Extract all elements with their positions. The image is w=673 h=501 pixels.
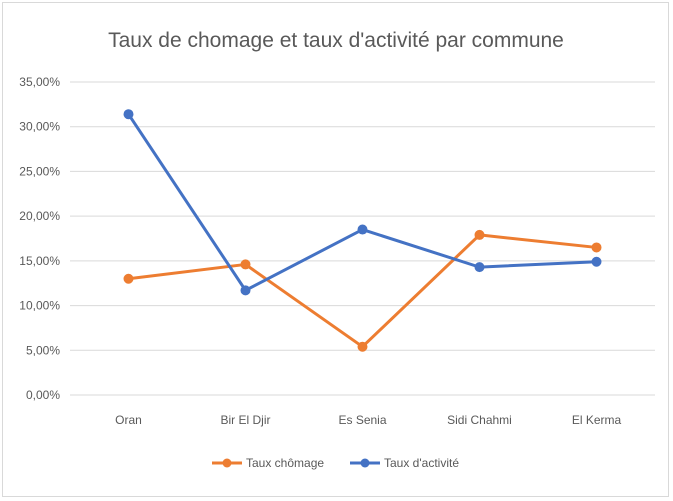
y-tick-label: 20,00% bbox=[19, 209, 60, 223]
series-line bbox=[127, 112, 598, 292]
x-axis-ticks: Oran Bir El Djir Es Senia Sidi Chahmi El Ker… bbox=[115, 413, 621, 427]
data-point bbox=[357, 341, 368, 352]
data-point bbox=[474, 262, 485, 273]
data-point bbox=[240, 259, 251, 270]
y-tick-label: 15,00% bbox=[19, 254, 60, 268]
legend-item: Taux chômage bbox=[212, 456, 324, 470]
chart-frame bbox=[2, 2, 669, 497]
data-point bbox=[591, 256, 602, 267]
chart-title: Taux de chomage et taux d'activité par c… bbox=[108, 29, 564, 52]
x-tick-label: El Kerma bbox=[572, 413, 622, 427]
y-tick-label: 30,00% bbox=[19, 120, 60, 134]
y-axis-ticks: 0,00% 5,00% 10,00% 15,00% 20,00% 25,00% 30,00%… bbox=[19, 75, 60, 402]
x-tick-label: Oran bbox=[115, 413, 142, 427]
data-point bbox=[357, 224, 368, 235]
y-tick-label: 5,00% bbox=[26, 343, 60, 357]
series-layer bbox=[123, 109, 602, 352]
legend-swatch-marker bbox=[222, 458, 232, 468]
x-tick-label: Es Senia bbox=[338, 413, 386, 427]
y-tick-label: 10,00% bbox=[19, 299, 60, 313]
series-2 bbox=[123, 109, 602, 296]
legend-swatch-marker bbox=[360, 458, 370, 468]
gridlines bbox=[70, 81, 655, 396]
legend-item: Taux d'activité bbox=[350, 456, 459, 470]
series-1 bbox=[123, 229, 602, 352]
data-point bbox=[240, 285, 251, 296]
y-tick-label: 0,00% bbox=[26, 388, 60, 402]
legend: Taux chômage Taux d'activité bbox=[212, 456, 459, 470]
data-point bbox=[123, 273, 134, 284]
legend-label: Taux d'activité bbox=[384, 456, 459, 470]
y-tick-label: 35,00% bbox=[19, 75, 60, 89]
legend-label: Taux chômage bbox=[246, 456, 324, 470]
x-tick-label: Sidi Chahmi bbox=[447, 413, 512, 427]
x-tick-label: Bir El Djir bbox=[221, 413, 271, 427]
data-point bbox=[591, 242, 602, 253]
y-tick-label: 25,00% bbox=[19, 164, 60, 178]
data-point bbox=[474, 229, 485, 240]
data-point bbox=[123, 109, 134, 120]
series-line bbox=[127, 233, 598, 349]
